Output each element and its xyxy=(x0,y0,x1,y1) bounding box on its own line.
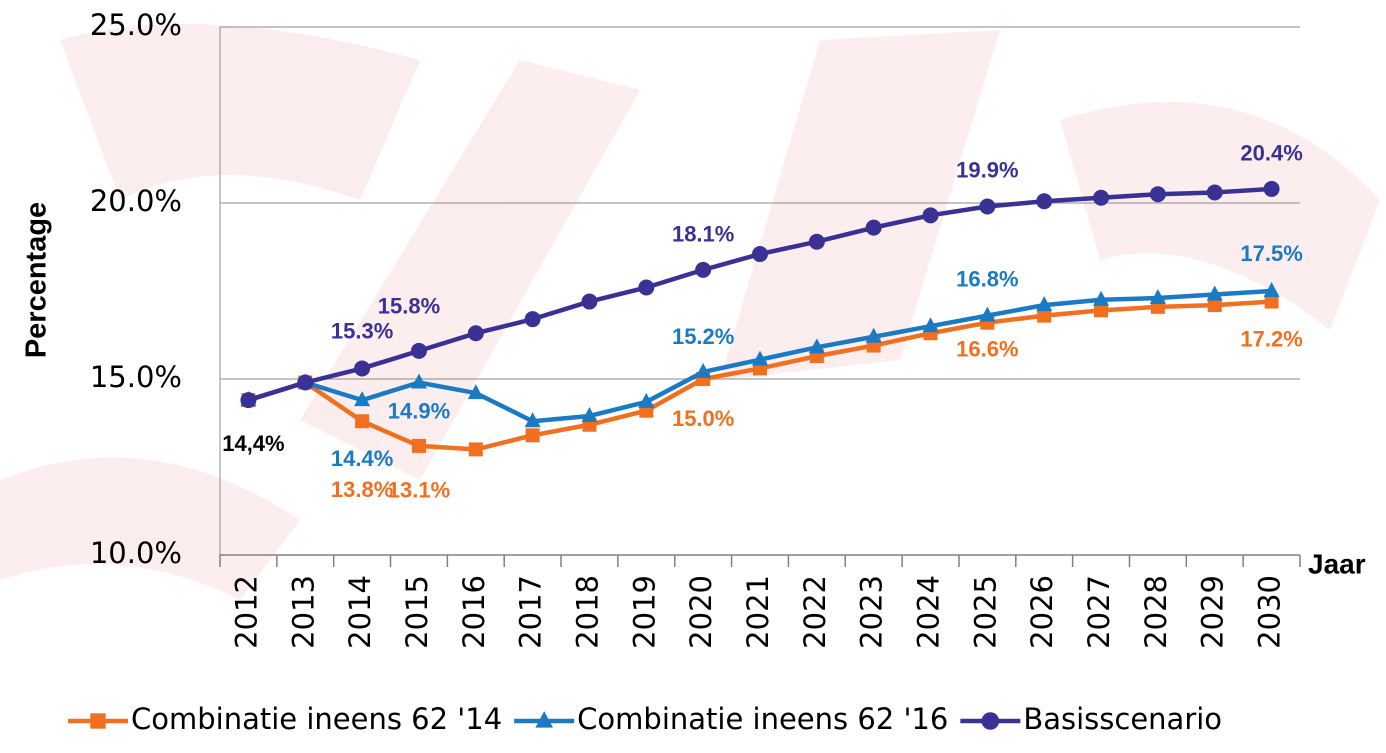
x-axis-label: Jaar xyxy=(1308,548,1366,579)
legend-label: Combinatie ineens 62 '16 xyxy=(577,702,948,736)
x-tick-label: 2014 xyxy=(343,575,377,649)
y-tick-label: 10.0% xyxy=(90,536,182,570)
data-label: 15.3% xyxy=(331,318,393,343)
marker xyxy=(1093,189,1110,206)
x-tick-label: 2028 xyxy=(1139,575,1173,649)
marker xyxy=(865,219,882,236)
x-tick-label: 2016 xyxy=(457,575,491,649)
data-label: 17.5% xyxy=(1240,241,1302,266)
marker xyxy=(1264,294,1279,309)
marker xyxy=(1206,184,1223,201)
marker xyxy=(865,327,882,343)
x-tick-label: 2017 xyxy=(514,575,548,649)
data-label: 13.8% xyxy=(331,477,393,502)
marker xyxy=(535,711,553,728)
marker xyxy=(467,325,484,342)
x-tick-label: 2027 xyxy=(1082,575,1116,649)
data-label: 15.0% xyxy=(672,406,734,431)
marker xyxy=(1094,303,1109,318)
marker xyxy=(922,207,939,224)
marker xyxy=(695,362,712,378)
marker xyxy=(1036,296,1053,312)
marker xyxy=(525,428,540,443)
marker xyxy=(297,374,314,391)
marker xyxy=(354,391,371,407)
marker xyxy=(90,713,106,729)
legend: Combinatie ineens 62 '14 Combinatie ineen… xyxy=(68,702,1222,736)
marker xyxy=(410,373,427,389)
marker xyxy=(355,414,370,429)
marker xyxy=(524,311,541,328)
x-tick-label: 2021 xyxy=(741,575,775,649)
marker xyxy=(979,198,996,215)
x-tick-label: 2018 xyxy=(570,575,604,649)
marker xyxy=(638,279,655,296)
data-label: 17.2% xyxy=(1240,326,1302,351)
marker xyxy=(1036,193,1053,210)
x-tick-label: 2012 xyxy=(229,575,263,649)
x-tick-label: 2024 xyxy=(912,575,946,649)
data-label: 13.1% xyxy=(388,478,450,503)
data-label: 15.8% xyxy=(378,294,440,319)
marker xyxy=(808,338,825,354)
marker xyxy=(1149,186,1166,203)
marker xyxy=(638,392,655,408)
marker xyxy=(524,412,541,428)
x-tick-label: 2019 xyxy=(627,575,661,649)
x-tick-label: 2015 xyxy=(400,575,434,649)
marker xyxy=(808,233,825,250)
marker xyxy=(1037,308,1052,323)
x-tick-label: 2026 xyxy=(1025,575,1059,649)
marker xyxy=(411,438,426,453)
marker xyxy=(581,406,598,422)
marker xyxy=(1206,285,1223,301)
marker xyxy=(354,360,371,377)
x-tick-label: 2029 xyxy=(1196,575,1230,649)
marker xyxy=(752,350,768,366)
marker xyxy=(1207,298,1222,313)
x-tick-label: 2030 xyxy=(1253,575,1287,649)
data-label: 18.1% xyxy=(672,222,734,247)
data-label: 14.4% xyxy=(331,446,393,471)
x-tick-label: 2020 xyxy=(684,575,718,649)
marker xyxy=(981,712,1000,730)
y-axis-label: Percentage xyxy=(21,202,53,358)
data-label: 16.6% xyxy=(956,336,1018,361)
marker xyxy=(1093,290,1110,306)
legend-label: Basisscenario xyxy=(1023,702,1222,736)
y-tick-label: 15.0% xyxy=(90,360,182,394)
marker xyxy=(1149,289,1166,305)
x-tick-label: 2013 xyxy=(286,575,320,649)
marker xyxy=(979,306,996,322)
data-label: 20.4% xyxy=(1240,141,1302,166)
marker xyxy=(1263,282,1280,297)
y-tick-label: 25.0% xyxy=(90,8,182,42)
watermark xyxy=(0,24,1380,600)
data-label: 15.2% xyxy=(672,324,734,349)
data-label: 14.9% xyxy=(388,398,450,423)
marker xyxy=(752,246,768,263)
marker xyxy=(468,442,483,457)
marker xyxy=(410,342,427,359)
marker xyxy=(695,261,712,278)
x-tick-label: 2023 xyxy=(855,575,889,649)
marker xyxy=(240,392,257,409)
marker xyxy=(467,384,484,400)
data-label: 16.8% xyxy=(956,266,1018,291)
x-tick-label: 2025 xyxy=(968,575,1002,649)
x-tick-label: 2022 xyxy=(798,575,832,649)
marker xyxy=(1263,180,1280,197)
y-tick-label: 20.0% xyxy=(90,184,182,218)
annotation: 14,4% xyxy=(222,431,284,456)
marker xyxy=(581,293,598,310)
legend-label: Combinatie ineens 62 '14 xyxy=(131,702,502,736)
data-label: 19.9% xyxy=(956,157,1018,182)
marker xyxy=(922,317,939,333)
